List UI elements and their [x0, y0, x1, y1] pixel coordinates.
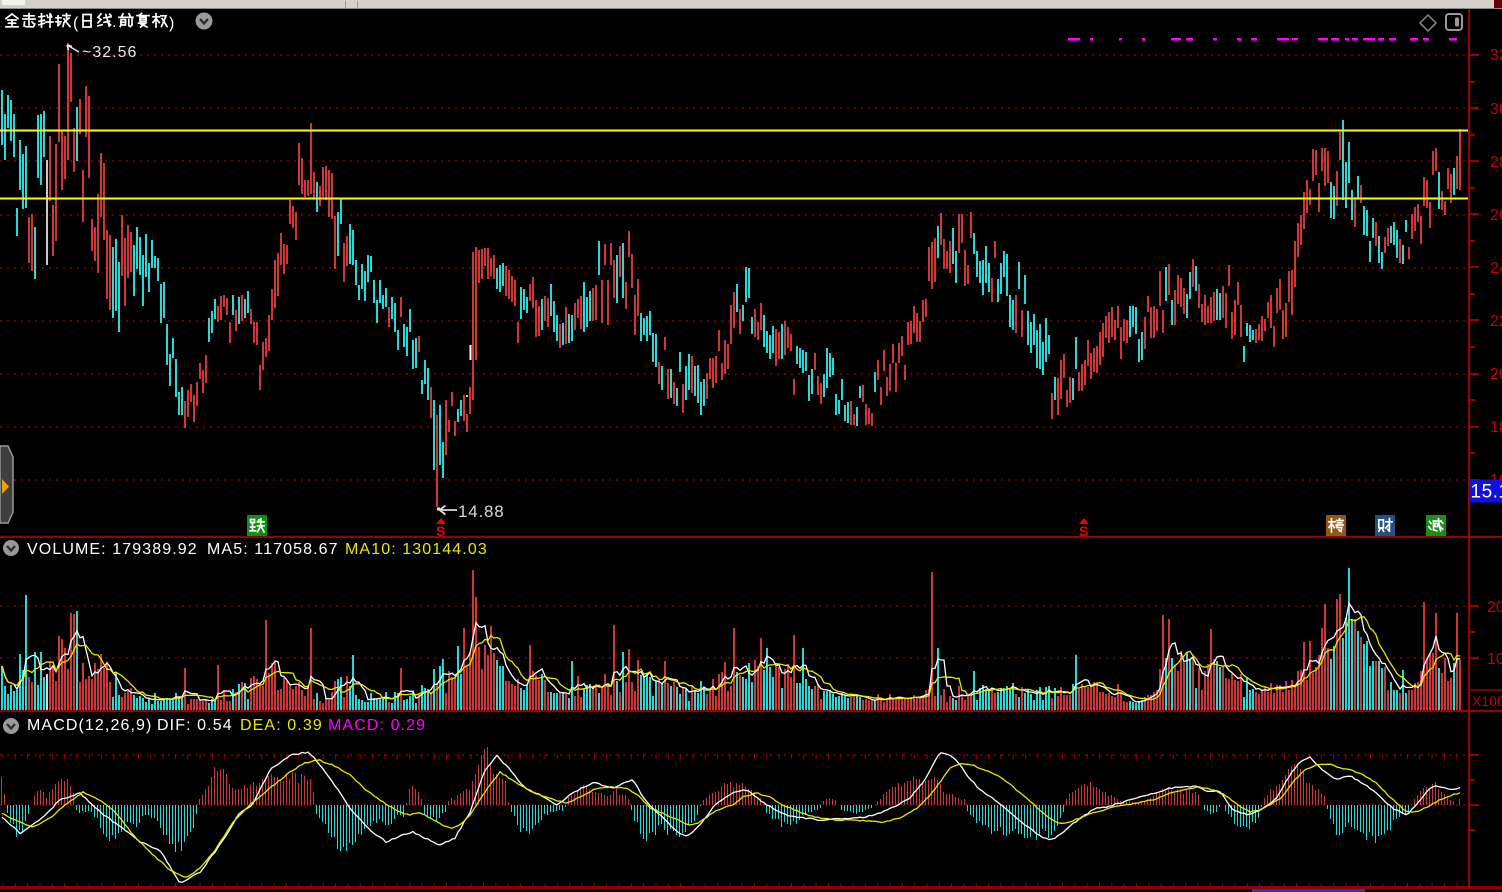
svg-text:(: (: [73, 15, 79, 32]
svg-text:28: 28: [1490, 154, 1502, 171]
svg-text:X100: X100: [1472, 693, 1502, 709]
svg-text:24: 24: [1490, 260, 1502, 277]
svg-text:26: 26: [1490, 207, 1502, 224]
svg-text:~32.56: ~32.56: [82, 44, 137, 61]
svg-text:14.88: 14.88: [458, 502, 505, 521]
svg-text:): ): [169, 15, 174, 32]
svg-text:MA10: 130144.03: MA10: 130144.03: [345, 541, 488, 558]
svg-text:20: 20: [1487, 599, 1502, 616]
svg-text:S: S: [436, 523, 445, 539]
svg-text:30: 30: [1490, 101, 1502, 118]
svg-text:VOLUME: 179389.92: VOLUME: 179389.92: [27, 541, 198, 558]
svg-text:20: 20: [1490, 366, 1502, 383]
svg-text:DEA: 0.39: DEA: 0.39: [240, 717, 323, 734]
svg-text:22: 22: [1490, 313, 1502, 330]
svg-text:DIF: 0.54: DIF: 0.54: [157, 717, 233, 734]
svg-text:18: 18: [1490, 419, 1502, 436]
svg-text:MACD: 0.29: MACD: 0.29: [328, 717, 426, 734]
svg-text:.: .: [112, 14, 116, 31]
svg-text:32: 32: [1490, 47, 1502, 64]
svg-text:15.1: 15.1: [1471, 482, 1502, 503]
svg-text:MA5: 117058.67: MA5: 117058.67: [207, 541, 339, 558]
svg-text:S: S: [1079, 523, 1088, 539]
svg-text:10: 10: [1487, 651, 1502, 668]
svg-text:MACD(12,26,9): MACD(12,26,9): [27, 717, 152, 734]
